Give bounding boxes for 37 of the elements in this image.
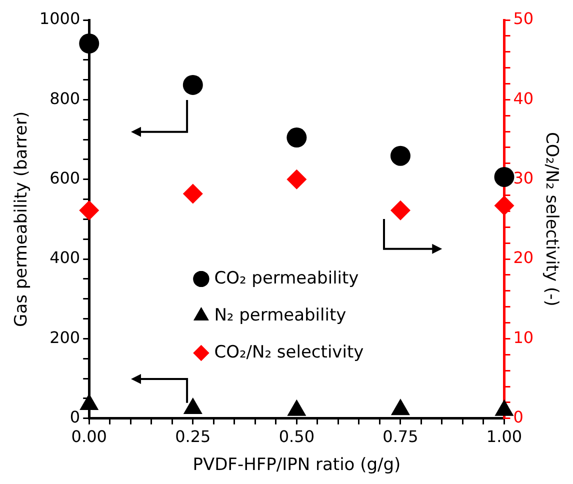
x-tick-label: 0.25 <box>175 427 211 446</box>
point <box>390 146 410 166</box>
y-tick-label: 800 <box>50 88 80 108</box>
y-tick-label: 400 <box>50 248 80 268</box>
y-tick-label: 600 <box>50 168 80 188</box>
y2-tick-label: 20 <box>513 248 534 268</box>
y2-axis-title: CO₂/N₂ selectivity (-) <box>541 132 562 306</box>
legend-label: N₂ permeability <box>214 305 346 326</box>
point <box>183 397 202 414</box>
y-tick-label: 0 <box>70 408 80 427</box>
point <box>286 169 307 190</box>
y-tick-label: 1000 <box>39 9 80 28</box>
x-tick-label: 0.50 <box>278 427 314 446</box>
point <box>390 398 410 416</box>
x-tick-label: 0.00 <box>71 427 107 446</box>
y-axis-title: Gas permeability (barrer) <box>12 111 32 327</box>
point <box>390 200 410 220</box>
y2-tick-label: 0 <box>513 408 524 427</box>
y-tick-label: 200 <box>50 328 80 347</box>
point <box>494 196 514 216</box>
legend-label: CO₂ permeability <box>214 268 359 288</box>
point <box>79 200 100 220</box>
y2-tick-label: 30 <box>513 168 534 188</box>
point <box>494 166 514 187</box>
point <box>287 399 306 416</box>
point <box>494 399 514 416</box>
y2-tick-label: 40 <box>513 88 534 108</box>
y2-tick-label: 50 <box>513 9 534 28</box>
legend-label: CO₂/N₂ selectivity <box>214 342 364 362</box>
point <box>286 128 307 148</box>
point <box>182 184 203 204</box>
y2-tick-label: 10 <box>513 328 534 347</box>
x-axis-title: PVDF-HFP/IPN ratio (g/g) <box>192 455 401 476</box>
point <box>182 74 203 95</box>
point <box>79 34 100 54</box>
x-tick-label: 1.00 <box>486 427 522 446</box>
x-tick-label: 0.75 <box>382 427 418 446</box>
